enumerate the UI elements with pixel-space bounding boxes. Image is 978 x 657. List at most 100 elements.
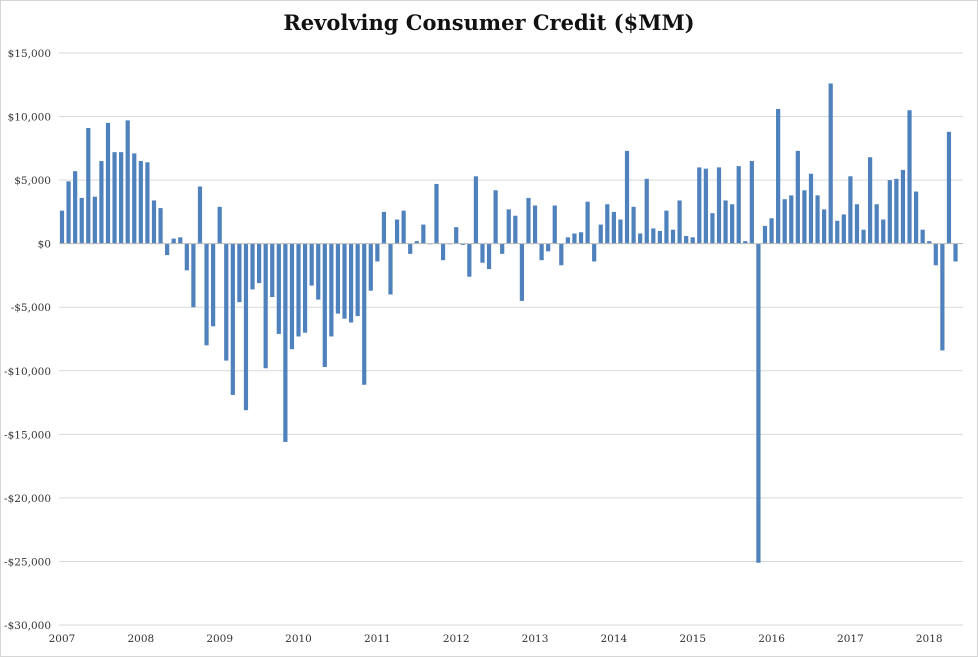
bar — [197, 186, 203, 244]
bar — [362, 243, 367, 385]
bar — [316, 243, 321, 300]
bar — [283, 243, 288, 442]
bar — [776, 108, 781, 244]
bar — [703, 168, 708, 244]
bar — [59, 210, 65, 244]
y-tick-label: $15,000 — [8, 48, 51, 60]
bars — [59, 83, 958, 563]
bar — [815, 195, 820, 244]
bar — [132, 153, 137, 244]
chart-title: Revolving Consumer Credit ($MM) — [283, 10, 695, 35]
bar — [296, 243, 301, 337]
bar — [440, 243, 446, 261]
bar — [92, 196, 97, 244]
bar — [749, 161, 754, 244]
bar — [624, 150, 630, 244]
bar — [119, 152, 124, 244]
bar — [105, 122, 111, 244]
bar — [329, 243, 334, 337]
bar — [302, 243, 308, 333]
bar — [756, 243, 761, 563]
bar — [927, 241, 932, 244]
x-tick-label: 2008 — [127, 633, 154, 645]
bar — [184, 243, 189, 271]
bar — [900, 169, 906, 244]
bar — [730, 204, 735, 244]
bar — [828, 83, 833, 244]
bar — [513, 215, 518, 244]
bar — [914, 191, 919, 244]
bar — [401, 210, 406, 244]
bar — [723, 200, 728, 244]
bar — [539, 243, 544, 261]
bar — [250, 243, 255, 290]
bar — [151, 200, 157, 244]
bar — [342, 243, 347, 319]
bar — [578, 232, 584, 244]
y-tick-label: $0 — [38, 239, 51, 251]
bar — [697, 167, 702, 244]
bar — [670, 229, 676, 244]
bar — [585, 201, 590, 244]
bar — [907, 110, 912, 244]
bar — [408, 243, 413, 254]
bar — [657, 230, 662, 244]
bar — [802, 190, 807, 244]
y-tick-label: -$10,000 — [4, 366, 51, 378]
x-tick-label: 2012 — [443, 633, 470, 645]
bar — [217, 206, 222, 244]
bar — [381, 211, 387, 244]
bar — [565, 237, 570, 244]
bar — [710, 213, 715, 244]
bar — [532, 205, 538, 244]
bar — [125, 120, 130, 244]
x-tick-label: 2014 — [601, 633, 628, 645]
bar — [651, 228, 656, 244]
bar — [388, 243, 393, 295]
bar — [953, 243, 958, 262]
bar — [355, 243, 360, 317]
bar — [414, 241, 419, 244]
bar — [138, 161, 143, 244]
x-tick-label: 2018 — [916, 633, 943, 645]
bar — [460, 243, 465, 245]
bar — [920, 229, 925, 244]
bar — [99, 161, 104, 244]
bar — [940, 243, 945, 351]
bar — [335, 243, 341, 314]
x-axis-tick-labels: 2007 2008 2009 2010 2011 2012 2013 2014 2015 2016… — [49, 633, 943, 645]
bar — [230, 243, 235, 395]
bar — [500, 243, 505, 254]
bar — [690, 237, 695, 244]
bar — [854, 204, 860, 244]
y-tick-label: -$15,000 — [4, 429, 51, 441]
bar — [644, 178, 649, 244]
bar — [79, 197, 84, 244]
bar — [178, 237, 183, 244]
x-tick-label: 2016 — [758, 633, 785, 645]
bar — [66, 181, 71, 244]
bar — [73, 171, 78, 244]
bar — [270, 243, 275, 298]
bar — [933, 243, 938, 266]
x-tick-label: 2009 — [206, 633, 233, 645]
bar — [454, 227, 459, 244]
bar — [493, 190, 498, 244]
bar — [677, 200, 682, 244]
bar — [546, 243, 551, 252]
bar — [289, 243, 295, 350]
bar — [145, 162, 150, 244]
bar — [237, 243, 242, 303]
bar — [480, 243, 485, 263]
bar — [782, 199, 787, 244]
x-tick-label: 2011 — [364, 633, 391, 645]
x-tick-label: 2013 — [522, 633, 549, 645]
bar — [631, 206, 636, 244]
bar — [592, 243, 597, 262]
x-tick-label: 2017 — [837, 633, 864, 645]
bar — [211, 243, 216, 327]
bar — [165, 243, 170, 256]
bar — [552, 205, 557, 244]
bar — [861, 229, 866, 244]
bar — [158, 208, 163, 244]
